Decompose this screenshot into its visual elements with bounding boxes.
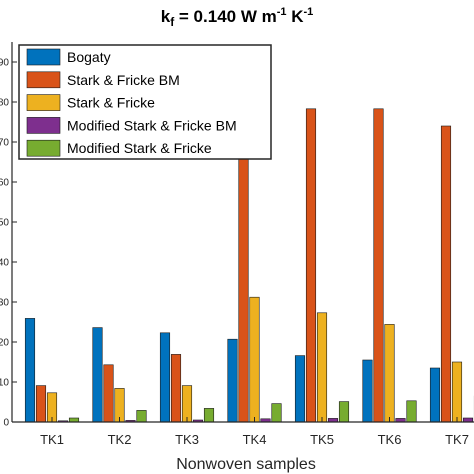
bar-stark-fricke-bm-tk5	[305, 108, 317, 423]
y-tick-label: 10	[0, 378, 9, 389]
legend-swatch-modified-stark-fricke-bm	[26, 117, 61, 134]
x-axis-label: Nonwoven samples	[176, 456, 316, 473]
legend-swatch-stark-fricke	[26, 94, 61, 111]
legend-label-modified-stark-fricke: Modified Stark & Fricke	[67, 140, 212, 156]
y-tick-label: 50	[0, 218, 9, 229]
bar-stark-fricke-tk4	[249, 296, 260, 423]
title-superscript-1: -1	[277, 6, 287, 18]
legend-box	[18, 44, 272, 160]
y-tick-label: 90	[0, 58, 9, 69]
x-tick-label: TK2	[108, 432, 132, 447]
legend-label-stark-fricke: Stark & Fricke	[67, 95, 155, 111]
bar-stark-fricke-bm-tk2	[103, 364, 114, 423]
bar-bogaty-tk5	[294, 355, 306, 423]
title-prefix: k	[161, 7, 171, 26]
x-tick-label: TK6	[378, 432, 402, 447]
title-superscript-2: -1	[304, 6, 314, 18]
bar-stark-fricke-tk5	[316, 312, 328, 423]
legend-swatch-stark-fricke-bm	[26, 71, 61, 89]
y-tick-label: 70	[0, 138, 9, 149]
legend-label-stark-fricke-bm: Stark & Fricke BM	[67, 72, 180, 88]
bar-stark-fricke-tk3	[181, 385, 193, 423]
x-ticks-group: TK1 TK2 TK3 TK4 TK5 TK6 TK7	[40, 417, 469, 447]
y-ticks-group: 0 10 20 30 40 50 60 70 80 90	[0, 58, 17, 429]
bar-bogaty-tk6	[362, 359, 373, 423]
x-tick-label: TK4	[243, 432, 267, 447]
bar-stark-fricke-bm-tk1	[35, 385, 47, 423]
bar-modified-stark-fricke-tk3	[203, 408, 215, 423]
bar-modified-stark-fricke-tk4	[271, 403, 282, 423]
legend-label-modified-stark-fricke-bm: Modified Stark & Fricke BM	[67, 117, 237, 133]
chart-title: kf = 0.140 W m-1 K-1	[161, 6, 314, 29]
bars-group	[24, 108, 474, 423]
title-middle-2: K	[287, 7, 305, 26]
y-tick-label: 80	[0, 98, 9, 109]
bar-stark-fricke-tk6	[384, 324, 395, 423]
bar-bogaty-tk3	[159, 332, 171, 423]
bar-bogaty-tk1	[24, 318, 36, 423]
y-tick-label: 60	[0, 178, 9, 189]
bar-modified-stark-fricke-tk5	[338, 401, 350, 423]
bar-stark-fricke-bm-tk7	[440, 125, 452, 423]
bar-stark-fricke-tk2	[114, 388, 125, 423]
x-tick-label: TK1	[40, 432, 64, 447]
legend: Bogaty Stark & Fricke BM Stark & Fricke Mod…	[18, 44, 272, 160]
axes-group	[11, 42, 474, 423]
bar-bogaty-tk4	[227, 338, 238, 423]
bar-modified-stark-fricke-tk2	[136, 410, 147, 423]
bar-stark-fricke-bm-tk6	[373, 108, 384, 423]
x-tick-label: TK5	[310, 432, 334, 447]
title-middle: = 0.140 W m	[174, 7, 277, 26]
legend-swatch-bogaty	[26, 48, 61, 66]
x-tick-label: TK3	[175, 432, 199, 447]
y-tick-label: 0	[3, 418, 9, 429]
y-tick-label: 40	[0, 258, 9, 269]
bar-stark-fricke-bm-tk4	[238, 133, 249, 423]
x-tick-label: TK7	[445, 432, 469, 447]
y-tick-label: 20	[0, 338, 9, 349]
bar-bogaty-tk2	[92, 327, 103, 423]
bar-stark-fricke-bm-tk3	[170, 354, 182, 423]
y-tick-label: 30	[0, 298, 9, 309]
title-subscript: f	[170, 15, 175, 29]
bar-bogaty-tk7	[429, 367, 441, 423]
bar-stark-fricke-tk7	[451, 361, 463, 423]
bar-modified-stark-fricke-tk6	[406, 400, 417, 423]
legend-swatch-modified-stark-fricke	[26, 139, 61, 157]
legend-label-bogaty: Bogaty	[67, 49, 111, 65]
